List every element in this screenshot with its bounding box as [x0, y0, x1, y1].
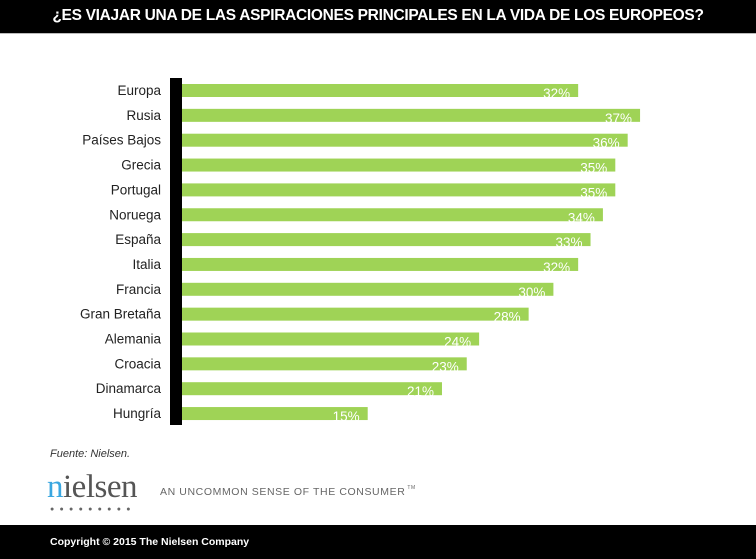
category-label: Alemania: [105, 332, 162, 347]
copyright: Copyright © 2015 The Nielsen Company: [50, 536, 250, 548]
bar: [182, 133, 628, 147]
bar: [182, 382, 442, 396]
data-label: 35%: [580, 185, 607, 200]
bar: [182, 257, 579, 271]
bar: [182, 84, 579, 97]
chart-title: ¿ES VIAJAR UNA DE LAS ASPIRACIONES PRINC…: [0, 0, 756, 33]
bar: [182, 357, 467, 371]
divider: [0, 33, 756, 34]
bar: [182, 183, 616, 197]
data-label: 32%: [543, 260, 570, 275]
data-label: 35%: [580, 161, 607, 176]
y-axis: [170, 78, 182, 425]
data-label: 15%: [333, 409, 360, 424]
data-label: 32%: [543, 86, 570, 101]
category-label: Hungría: [113, 406, 162, 421]
category-label: Europa: [117, 83, 161, 98]
category-label: Francia: [116, 282, 162, 297]
data-label: 24%: [444, 335, 471, 350]
category-label: Portugal: [111, 182, 161, 197]
bar: [182, 233, 591, 247]
nielsen-logo: nielsen: [47, 469, 137, 505]
data-label: 37%: [605, 111, 632, 126]
category-label: Dinamarca: [96, 381, 162, 396]
category-label: Croacia: [114, 356, 161, 371]
bar: [182, 108, 641, 122]
data-label: 28%: [494, 310, 521, 325]
tagline: AN UNCOMMON SENSE OF THE CONSUMER TM: [160, 485, 416, 499]
bar-chart: Europa 32% Rusia 37% Países Bajos 36% Grecia 35…: [80, 78, 641, 425]
bar: [182, 282, 554, 296]
category-label: Países Bajos: [82, 133, 161, 148]
bar: [182, 208, 603, 222]
bar: [182, 332, 480, 346]
data-label: 21%: [407, 384, 434, 399]
data-label: 36%: [593, 136, 620, 151]
bar: [182, 307, 529, 321]
bar: [182, 407, 368, 421]
source-note: Fuente: Nielsen.: [50, 448, 131, 460]
logo-dots: ●●●●●●●●●: [50, 506, 136, 513]
data-label: 34%: [568, 210, 595, 225]
category-label: Rusia: [126, 108, 161, 123]
category-label: España: [115, 232, 161, 247]
data-label: 23%: [432, 359, 459, 374]
bar: [182, 158, 616, 172]
category-label: Grecia: [121, 158, 161, 173]
data-label: 33%: [556, 235, 583, 250]
category-label: Noruega: [109, 207, 161, 222]
category-label: Gran Bretaña: [80, 307, 162, 322]
category-label: Italia: [132, 257, 161, 272]
footer: Copyright © 2015 The Nielsen Company: [0, 525, 756, 559]
data-label: 30%: [518, 285, 545, 300]
